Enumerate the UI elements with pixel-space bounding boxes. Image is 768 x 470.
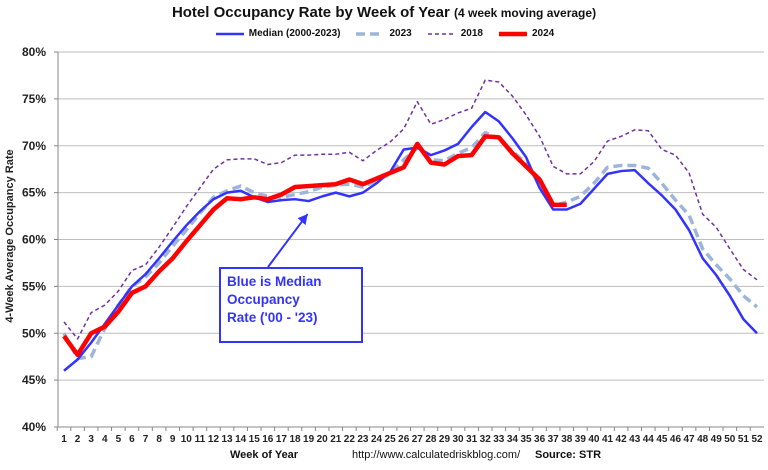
annotation-box: Blue is Median Occupancy Rate ('00 - '23… bbox=[219, 267, 363, 343]
x-tick-label: 30 bbox=[452, 434, 464, 445]
legend-label: 2024 bbox=[531, 28, 555, 39]
x-tick-label: 26 bbox=[398, 434, 410, 445]
legend-item: 2018 bbox=[426, 28, 483, 39]
x-tick-label: 16 bbox=[262, 434, 274, 445]
x-tick-label: 12 bbox=[208, 434, 220, 445]
x-tick-label: 41 bbox=[602, 434, 614, 445]
x-tick-label: 33 bbox=[493, 434, 505, 445]
legend-label: 2018 bbox=[460, 28, 483, 39]
x-tick-label: 6 bbox=[129, 434, 135, 445]
legend-swatch bbox=[356, 31, 385, 36]
x-tick-label: 10 bbox=[181, 434, 193, 445]
series-line-2018 bbox=[63, 79, 758, 340]
x-tick-label: 45 bbox=[656, 434, 668, 445]
x-tick-label: 48 bbox=[697, 434, 709, 445]
y-tick-label: 70% bbox=[22, 139, 46, 153]
series-line-2024 bbox=[62, 134, 567, 358]
x-tick-label: 34 bbox=[507, 434, 519, 445]
x-tick-label: 14 bbox=[235, 434, 247, 445]
x-tick-label: 32 bbox=[480, 434, 492, 445]
y-tick-label: 40% bbox=[22, 420, 46, 434]
x-tick-label: 35 bbox=[520, 434, 532, 445]
x-tick-label: 2 bbox=[75, 434, 81, 445]
x-tick-label: 51 bbox=[738, 434, 750, 445]
y-tick-label: 45% bbox=[22, 373, 46, 387]
x-tick-label: 25 bbox=[385, 434, 397, 445]
x-tick-label: 21 bbox=[330, 434, 342, 445]
legend: Median (2000-2023) 2023 2018 2024 bbox=[0, 28, 768, 39]
series-line-median-2000-2023- bbox=[63, 110, 758, 372]
legend-item: 2024 bbox=[497, 28, 554, 39]
arrow-head-icon bbox=[297, 214, 308, 226]
series-line-2023 bbox=[62, 130, 759, 361]
x-tick-label: 7 bbox=[143, 434, 149, 445]
x-tick-label: 47 bbox=[683, 434, 695, 445]
x-tick-label: 31 bbox=[466, 434, 478, 445]
x-tick-label: 27 bbox=[412, 434, 424, 445]
x-tick-label: 52 bbox=[751, 434, 763, 445]
y-tick-label: 65% bbox=[22, 186, 46, 200]
x-tick-label: 39 bbox=[575, 434, 587, 445]
legend-swatch bbox=[498, 31, 527, 36]
y-tick-label: 50% bbox=[22, 326, 46, 340]
x-tick-label: 43 bbox=[629, 434, 641, 445]
y-tick-label: 80% bbox=[22, 45, 46, 59]
legend-item: 2023 bbox=[354, 28, 412, 39]
x-tick-label: 23 bbox=[357, 434, 369, 445]
x-tick-label: 20 bbox=[317, 434, 329, 445]
x-tick-label: 24 bbox=[371, 434, 383, 445]
legend-label: 2023 bbox=[389, 28, 412, 39]
x-tick-label: 37 bbox=[548, 434, 560, 445]
x-tick-label: 28 bbox=[425, 434, 437, 445]
x-tick-label: 29 bbox=[439, 434, 451, 445]
x-tick-label: 49 bbox=[711, 434, 723, 445]
x-tick-label: 44 bbox=[643, 434, 655, 445]
y-axis-label: 4-Week Average Occupancy Rate bbox=[4, 149, 16, 323]
x-tick-label: 18 bbox=[289, 434, 301, 445]
x-tick-label: 19 bbox=[303, 434, 315, 445]
legend-swatch bbox=[427, 32, 456, 35]
x-tick-label: 38 bbox=[561, 434, 573, 445]
annotation-line: Blue is Median bbox=[227, 274, 322, 289]
y-tick-label: 55% bbox=[22, 279, 46, 293]
annotation-line: Occupancy bbox=[227, 292, 300, 307]
chart-subtitle: (4 week moving average) bbox=[454, 6, 597, 20]
x-tick-label: 50 bbox=[724, 434, 736, 445]
y-tick-label: 75% bbox=[22, 92, 46, 106]
x-tick-label: 5 bbox=[116, 434, 122, 445]
annotation-line: Rate ('00 - '23) bbox=[227, 310, 318, 325]
legend-label: Median (2000-2023) bbox=[248, 28, 341, 39]
source-url: http://www.calculatedriskblog.com/ bbox=[352, 449, 521, 461]
x-axis-label: Week of Year bbox=[230, 449, 299, 461]
legend-swatch bbox=[215, 32, 244, 35]
x-tick-label: 8 bbox=[156, 434, 162, 445]
annotation-arrow bbox=[267, 213, 309, 268]
x-tick-label: 1 bbox=[61, 434, 67, 445]
x-tick-label: 17 bbox=[276, 434, 288, 445]
x-tick-label: 40 bbox=[588, 434, 600, 445]
chart-title: Hotel Occupancy Rate by Week of Year (4 … bbox=[0, 4, 768, 21]
x-tick-label: 4 bbox=[102, 434, 108, 445]
x-tick-label: 22 bbox=[344, 434, 356, 445]
y-tick-label: 60% bbox=[22, 233, 46, 247]
x-tick-label: 9 bbox=[170, 434, 176, 445]
x-tick-label: 3 bbox=[88, 434, 94, 445]
x-tick-label: 11 bbox=[195, 434, 206, 445]
legend-item: Median (2000-2023) bbox=[214, 28, 341, 39]
source-credit: Source: STR bbox=[535, 449, 602, 461]
x-tick-label: 46 bbox=[670, 434, 682, 445]
title-text: Hotel Occupancy Rate by Week of Year bbox=[171, 4, 450, 21]
x-tick-label: 36 bbox=[534, 434, 546, 445]
x-tick-label: 13 bbox=[221, 434, 233, 445]
x-tick-label: 42 bbox=[616, 434, 628, 445]
x-tick-label: 15 bbox=[249, 434, 261, 445]
